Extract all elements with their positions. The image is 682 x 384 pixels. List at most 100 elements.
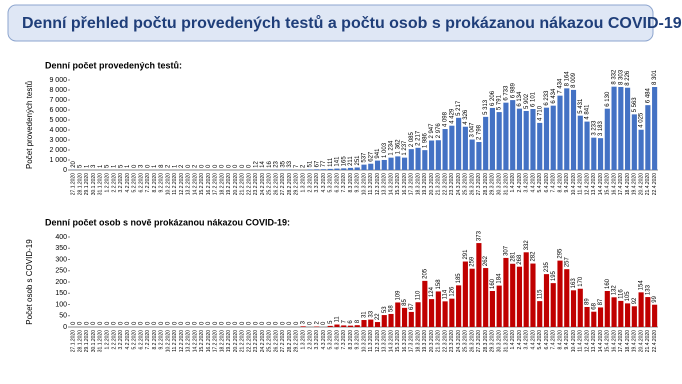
value-label: 8 009 <box>571 72 577 88</box>
x-tick-label: 5.2.2020 <box>132 330 138 350</box>
value-label: 6 989 <box>510 82 516 98</box>
value-label: 31 <box>362 311 368 318</box>
x-tick-label: 24.3.2020 <box>456 330 462 352</box>
value-label: 0 <box>98 321 104 325</box>
value-label: 281 <box>510 251 516 262</box>
y-tick-label: 8 000 <box>49 87 67 94</box>
value-label: 0 <box>213 321 219 325</box>
bar <box>496 285 502 327</box>
bar <box>510 263 516 327</box>
x-tick-label: 19.3.2020 <box>422 173 428 195</box>
value-label: 195 <box>551 270 557 281</box>
x-tick-label: 15.2.2020 <box>199 330 205 352</box>
x-tick-label: 12.2.2020 <box>179 173 185 195</box>
value-label: 22 <box>375 313 381 320</box>
x-tick-label: 4.3.2020 <box>321 173 327 193</box>
x-tick-label: 3.4.2020 <box>524 173 530 193</box>
value-label: 163 <box>571 278 577 289</box>
bar <box>300 326 306 327</box>
value-label: 291 <box>463 249 469 260</box>
bar <box>584 306 590 327</box>
x-tick-label: 11.3.2020 <box>368 173 374 195</box>
bar <box>341 325 347 327</box>
x-tick-label: 11.3.2020 <box>368 330 374 352</box>
x-tick-label: 25.3.2020 <box>463 330 469 352</box>
x-tick-label: 30.3.2020 <box>497 330 503 352</box>
value-label: 170 <box>578 276 584 287</box>
x-tick-label: 14.2.2020 <box>192 173 198 195</box>
bar <box>570 89 577 170</box>
value-label: 2 <box>301 164 307 168</box>
value-label: 5 <box>78 164 84 168</box>
y-tick-label: 0 <box>63 167 67 174</box>
x-tick-label: 26.2.2020 <box>273 330 279 352</box>
x-tick-label: 16.4.2020 <box>611 173 617 195</box>
bar <box>597 307 604 327</box>
bar <box>604 108 610 170</box>
y-tick-label: 7 000 <box>49 97 67 104</box>
value-label: 1 237 <box>402 140 408 156</box>
value-label: 23 <box>274 160 280 167</box>
bar <box>611 297 617 327</box>
x-tick-label: 31.1.2020 <box>98 173 104 195</box>
x-tick-label: 10.4.2020 <box>571 173 577 195</box>
value-label: 132 <box>612 285 618 296</box>
x-tick-label: 7.4.2020 <box>551 330 557 350</box>
value-label: 5 791 <box>497 94 503 110</box>
value-label: 133 <box>645 284 651 295</box>
bar <box>591 311 597 327</box>
bar <box>347 325 354 327</box>
value-label: 0 <box>308 321 314 325</box>
bar <box>557 260 563 327</box>
x-tick-label: 2.2.2020 <box>111 330 117 350</box>
x-tick-label: 22.2.2020 <box>246 173 252 195</box>
value-label: 0 <box>321 321 327 325</box>
value-label: 58 <box>389 305 395 312</box>
x-tick-label: 7.3.2020 <box>341 173 347 193</box>
x-tick-label: 29.3.2020 <box>490 173 496 195</box>
x-tick-label: 19.4.2020 <box>632 173 638 195</box>
x-tick-label: 18.2.2020 <box>219 330 225 352</box>
value-label: 1 003 <box>382 142 388 158</box>
x-tick-label: 24.2.2020 <box>260 330 266 352</box>
value-label: 115 <box>537 289 543 299</box>
value-label: 165 <box>341 156 347 167</box>
value-label: 85 <box>402 299 408 306</box>
bar <box>401 307 408 327</box>
value-label: 0 <box>84 321 90 325</box>
value-label: 184 <box>497 273 503 284</box>
bar <box>510 100 516 170</box>
value-label: 211 <box>348 156 354 166</box>
bar <box>516 108 523 170</box>
bar <box>564 88 570 170</box>
y-axis-title: Počet osob s COVID-19 <box>25 239 34 325</box>
value-label: 67 <box>409 303 415 310</box>
bar <box>415 302 421 327</box>
value-label: 6 484 <box>645 87 651 103</box>
y-tick-label: 300 <box>55 256 67 263</box>
value-label: 3 233 <box>591 120 597 136</box>
bar <box>577 115 583 170</box>
value-label: 332 <box>524 240 530 251</box>
x-tick-label: 18.4.2020 <box>625 173 631 195</box>
x-tick-label: 31.3.2020 <box>503 330 509 352</box>
bar <box>618 86 624 170</box>
value-label: 7 <box>341 319 347 323</box>
x-tick-label: 7.2.2020 <box>145 330 151 350</box>
value-label: 99 <box>652 295 658 302</box>
x-tick-label: 12.4.2020 <box>584 173 590 195</box>
x-tick-label: 23.2.2020 <box>253 173 259 195</box>
value-label: 268 <box>517 254 523 265</box>
bar <box>435 291 441 327</box>
x-tick-label: 21.2.2020 <box>240 330 246 352</box>
x-tick-label: 8.4.2020 <box>557 173 563 193</box>
value-label: 0 <box>213 164 219 168</box>
y-tick-label: 5 000 <box>49 117 67 124</box>
x-tick-label: 15.3.2020 <box>395 330 401 352</box>
bar <box>530 263 536 327</box>
x-tick-label: 31.1.2020 <box>98 330 104 352</box>
bar <box>638 129 644 170</box>
value-label: 941 <box>375 148 381 159</box>
x-tick-label: 26.3.2020 <box>469 173 475 195</box>
x-tick-label: 15.3.2020 <box>395 173 401 195</box>
